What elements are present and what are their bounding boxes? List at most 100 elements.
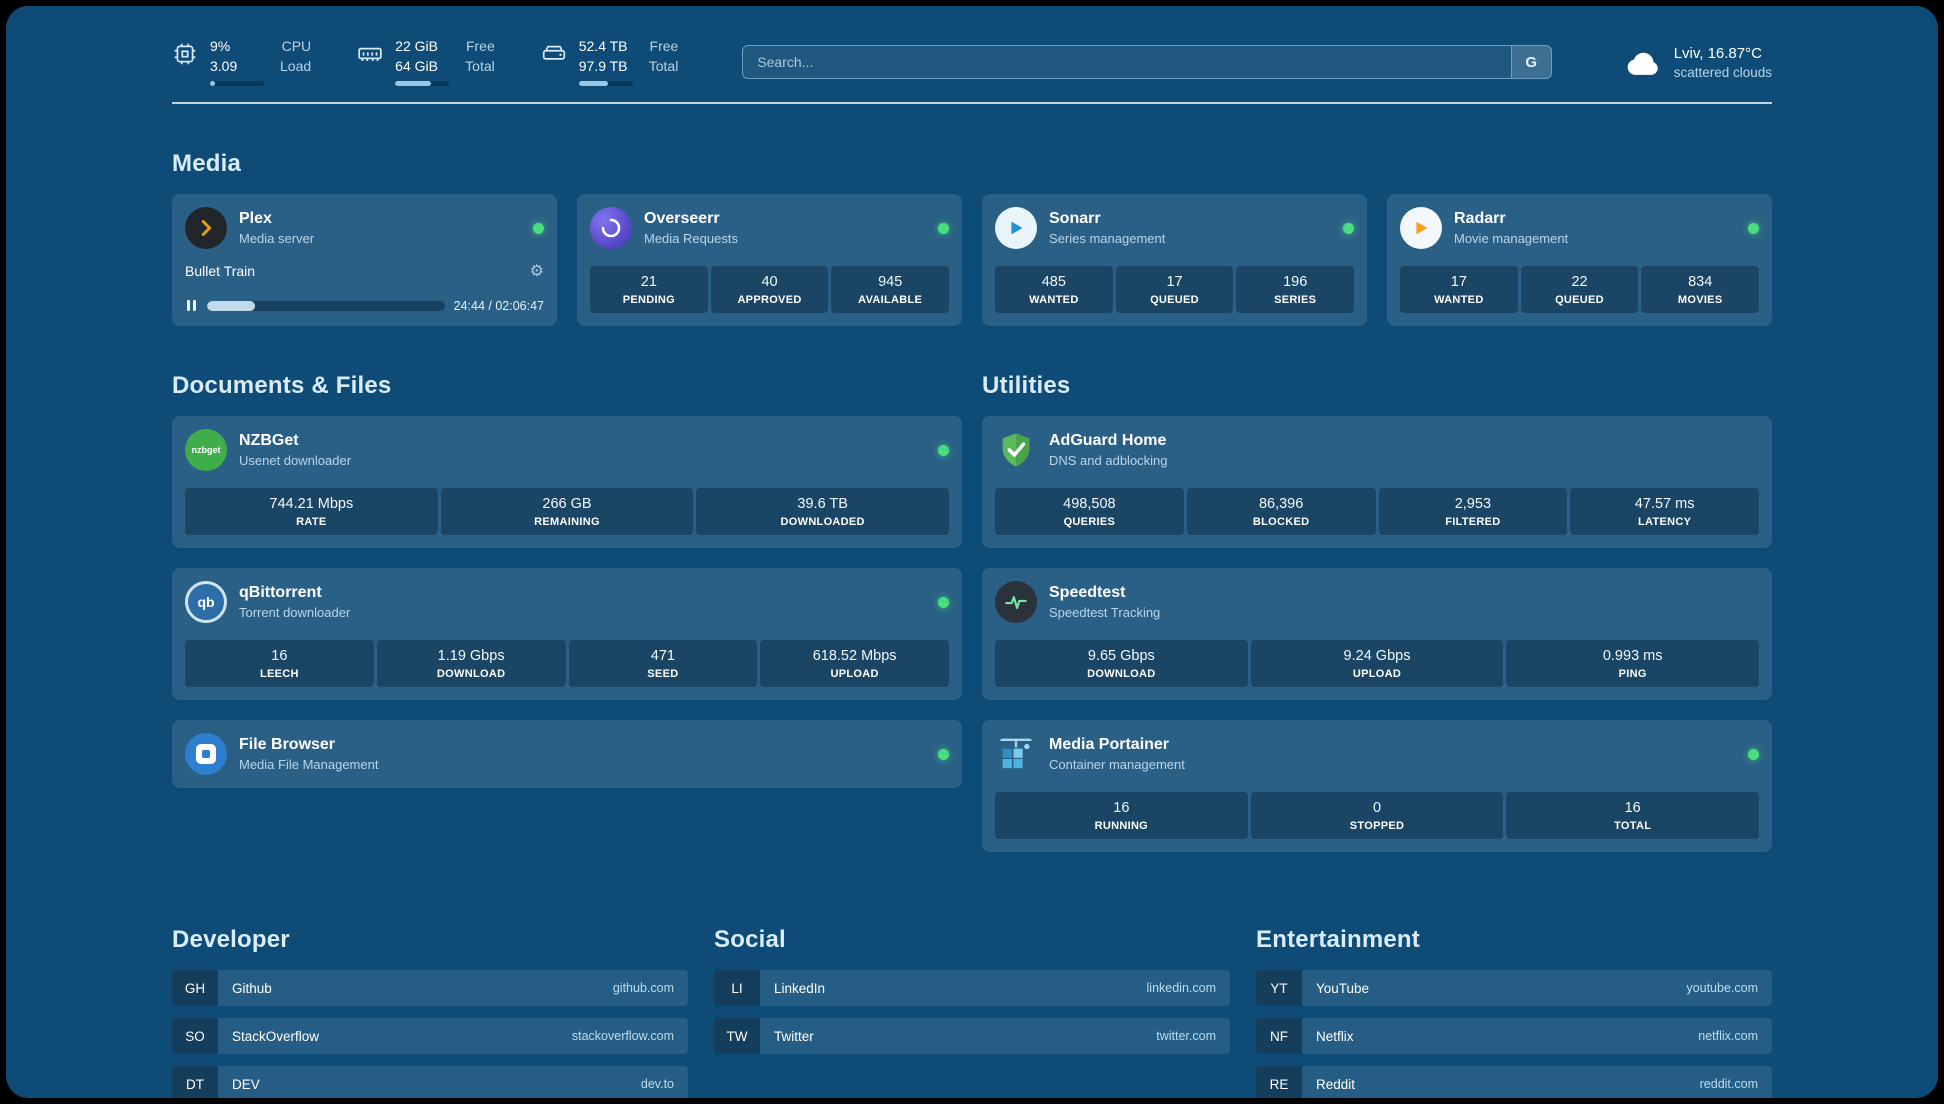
service-card-nzbget[interactable]: nzbget NZBGet Usenet downloader 744.21 M… xyxy=(172,416,962,548)
service-card-portainer[interactable]: Media Portainer Container management 16 … xyxy=(982,720,1772,852)
search-input[interactable] xyxy=(743,46,1511,78)
stat-value: 2,953 xyxy=(1454,496,1492,512)
stat-label: TOTAL xyxy=(1614,820,1652,832)
service-name: Radarr xyxy=(1454,210,1506,227)
service-name: AdGuard Home xyxy=(1049,432,1167,449)
stats-row: 16 LEECH 1.19 Gbps DOWNLOAD 471 SEED 618… xyxy=(185,628,949,687)
service-card-adguard[interactable]: AdGuard Home DNS and adblocking 498,508 … xyxy=(982,416,1772,548)
weather-widget[interactable]: Lviv, 16.87°C scattered clouds xyxy=(1618,45,1772,80)
topbar: 9% CPU 3.09 Load 22 GiB Free 64 GiB Tota… xyxy=(172,6,1772,86)
stat-value: 39.6 TB xyxy=(797,496,848,512)
service-name: Sonarr xyxy=(1049,210,1101,227)
stat: 618.52 Mbps UPLOAD xyxy=(760,640,949,687)
nzbget-icon: nzbget xyxy=(185,429,227,471)
bookmark-linkedin[interactable]: LI LinkedIn linkedin.com xyxy=(714,970,1230,1006)
stat-label: SEED xyxy=(647,668,679,680)
section-title-social: Social xyxy=(714,926,786,953)
stat-label: AVAILABLE xyxy=(858,294,923,306)
service-card-speedtest[interactable]: Speedtest Speedtest Tracking 9.65 Gbps D… xyxy=(982,568,1772,700)
bookmark-abbr: RE xyxy=(1256,1066,1302,1098)
cpu-usage: 9% xyxy=(210,38,231,54)
stat-label: RUNNING xyxy=(1094,820,1149,832)
bookmark-group-social: Social LI LinkedIn linkedin.com TW Twitt… xyxy=(714,872,1230,1098)
bookmark-netflix[interactable]: NF Netflix netflix.com xyxy=(1256,1018,1772,1054)
nzbget-icon-text: nzbget xyxy=(191,445,221,455)
search-provider-button[interactable]: G xyxy=(1510,46,1551,78)
qbittorrent-icon-text: qb xyxy=(197,594,215,610)
service-card-radarr[interactable]: Radarr Movie management 17 WANTED 22 QUE… xyxy=(1387,194,1772,326)
service-subtitle: Container management xyxy=(1049,757,1185,772)
status-dot xyxy=(1748,222,1759,234)
stat: 40 APPROVED xyxy=(710,266,829,313)
service-name: File Browser xyxy=(239,736,336,753)
stat-label: PENDING xyxy=(622,294,675,306)
bookmark-reddit[interactable]: RE Reddit reddit.com xyxy=(1256,1066,1772,1098)
stat-label: SERIES xyxy=(1274,294,1317,306)
stat-value: 40 xyxy=(761,274,778,290)
bookmark-youtube[interactable]: YT YouTube youtube.com xyxy=(1256,970,1772,1006)
stat-value: 498,508 xyxy=(1063,496,1116,512)
service-card-sonarr[interactable]: Sonarr Series management 485 WANTED 17 Q… xyxy=(982,194,1367,326)
stat: 471 SEED xyxy=(568,640,758,687)
bookmark-url: youtube.com xyxy=(1686,981,1758,995)
bookmark-twitter[interactable]: TW Twitter twitter.com xyxy=(714,1018,1230,1054)
status-dot xyxy=(1343,222,1354,234)
bookmark-abbr: NF xyxy=(1256,1018,1302,1054)
stat: 39.6 TB DOWNLOADED xyxy=(696,488,950,535)
bookmark-url: stackoverflow.com xyxy=(571,1029,674,1043)
stat-value: 744.21 Mbps xyxy=(269,496,354,512)
bookmark-group-developer: Developer GH Github github.com SO StackO… xyxy=(172,872,688,1098)
service-card-filebrowser[interactable]: File Browser Media File Management xyxy=(172,720,962,788)
cloud-icon xyxy=(1627,52,1658,75)
stats-row: 498,508 QUERIES 86,396 BLOCKED 2,953 FIL… xyxy=(995,476,1759,535)
stat: 485 WANTED xyxy=(995,266,1113,313)
stat-label: LATENCY xyxy=(1638,516,1692,528)
service-card-plex[interactable]: Plex Media server Bullet Train ⚙ 24:44 /… xyxy=(172,194,557,326)
service-name: NZBGet xyxy=(239,432,299,449)
stat: 47.57 ms LATENCY xyxy=(1570,488,1759,535)
bookmark-github[interactable]: GH Github github.com xyxy=(172,970,688,1006)
weather-condition: scattered clouds xyxy=(1673,64,1772,80)
overseerr-icon xyxy=(590,207,632,249)
service-subtitle: Usenet downloader xyxy=(239,453,352,468)
stat-label: PING xyxy=(1618,668,1647,680)
stat-value: 16 xyxy=(271,648,288,664)
service-subtitle: DNS and adblocking xyxy=(1049,453,1168,468)
pause-button[interactable] xyxy=(185,298,198,313)
stats-row: 17 WANTED 22 QUEUED 834 MOVIES xyxy=(1400,254,1760,313)
disk-icon xyxy=(542,45,565,60)
stat: 196 SERIES xyxy=(1236,266,1355,313)
stat-value: 16 xyxy=(1624,800,1641,816)
stat-label: WANTED xyxy=(1029,294,1079,306)
dashboard: 9% CPU 3.09 Load 22 GiB Free 64 GiB Tota… xyxy=(6,6,1938,1098)
bookmark-name: Twitter xyxy=(774,1028,814,1044)
utilities-column: Utilities AdGuard Home DNS and adblockin… xyxy=(982,326,1772,872)
service-name: Media Portainer xyxy=(1049,736,1170,753)
memory-widget: 22 GiB Free 64 GiB Total xyxy=(357,38,495,86)
stat-label: REMAINING xyxy=(534,516,600,528)
service-card-qbittorrent[interactable]: qb qBittorrent Torrent downloader 16 LEE… xyxy=(172,568,962,700)
bookmark-name: Github xyxy=(232,980,272,996)
service-subtitle: Speedtest Tracking xyxy=(1049,605,1161,620)
bookmarks: Developer GH Github github.com SO StackO… xyxy=(172,872,1772,1098)
bookmark-name: Netflix xyxy=(1316,1028,1354,1044)
stat-value: 47.57 ms xyxy=(1634,496,1695,512)
stat: 0 STOPPED xyxy=(1250,792,1504,839)
gear-icon[interactable]: ⚙ xyxy=(529,263,544,280)
now-playing-title: Bullet Train xyxy=(185,263,256,279)
stat-label: STOPPED xyxy=(1349,820,1405,832)
playback-progress-bar[interactable] xyxy=(207,300,445,311)
bookmark-stackoverflow[interactable]: SO StackOverflow stackoverflow.com xyxy=(172,1018,688,1054)
stat-value: 834 xyxy=(1688,274,1713,290)
bookmark-dev[interactable]: DT DEV dev.to xyxy=(172,1066,688,1098)
stat: 16 TOTAL xyxy=(1506,792,1760,839)
stat-label: UPLOAD xyxy=(1352,668,1402,680)
stat-value: 0 xyxy=(1372,800,1382,816)
stats-row: 9.65 Gbps DOWNLOAD 9.24 Gbps UPLOAD 0.99… xyxy=(995,628,1760,687)
cpu-progress-bar xyxy=(210,81,264,86)
service-name: Overseerr xyxy=(644,210,720,227)
service-card-overseerr[interactable]: Overseerr Media Requests 21 PENDING 40 A… xyxy=(577,194,962,326)
service-name: Speedtest xyxy=(1049,584,1126,601)
adguard-icon xyxy=(995,429,1037,471)
bookmark-abbr: YT xyxy=(1256,970,1302,1006)
